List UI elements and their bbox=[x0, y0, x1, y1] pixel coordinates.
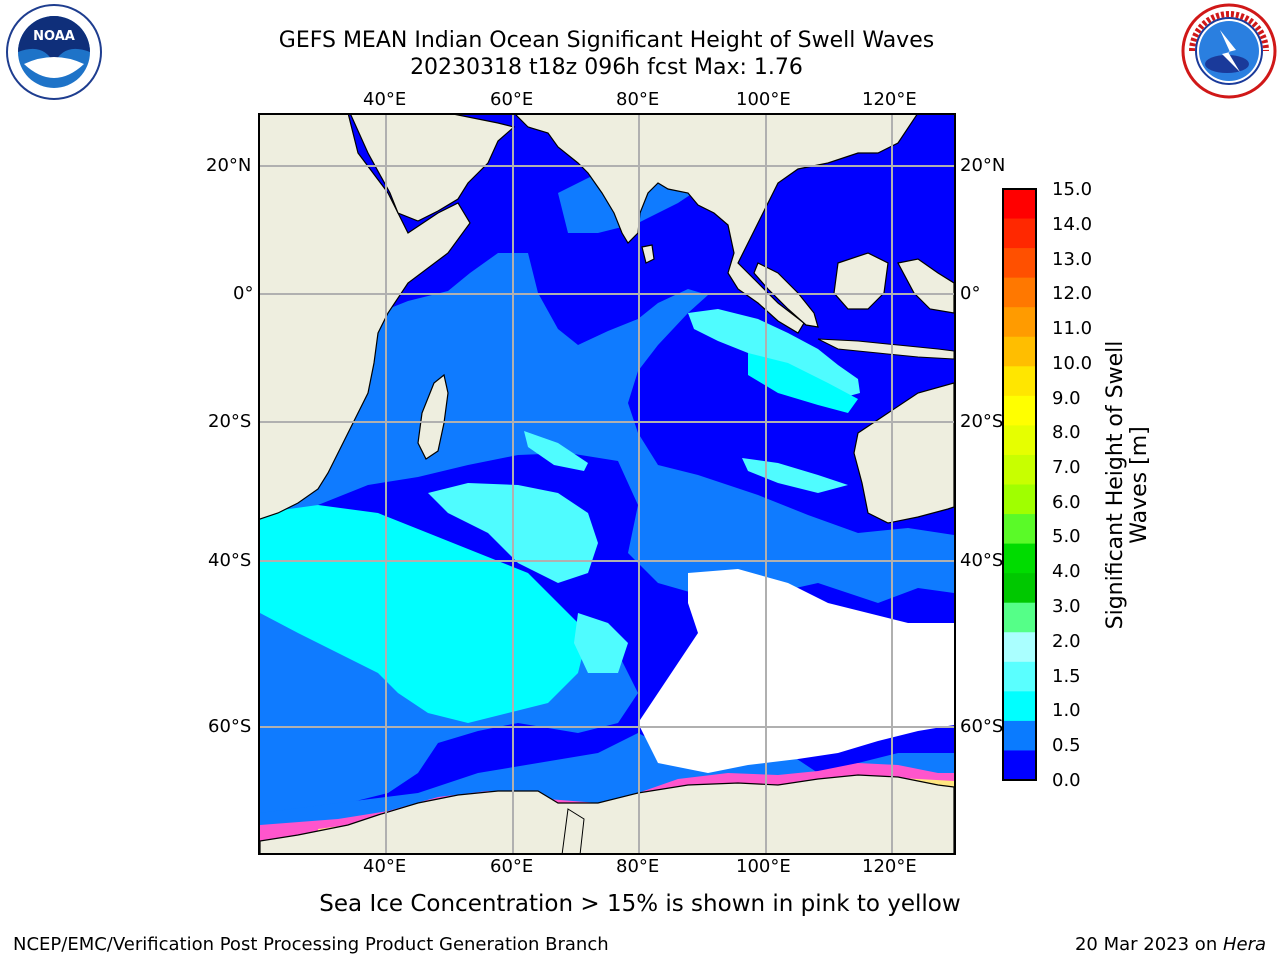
lat-label-left-20s: 20°S bbox=[208, 411, 252, 432]
colorbar-tick-14: 14.0 bbox=[1052, 214, 1093, 235]
colorbar-tick-0-5: 0.5 bbox=[1052, 735, 1081, 756]
colorbar-segment bbox=[1003, 632, 1036, 663]
colorbar-segment bbox=[1003, 691, 1036, 722]
sea-ice-note: Sea Ice Concentration > 15% is shown in … bbox=[319, 891, 961, 917]
footer-date-text: 20 Mar 2023 on bbox=[1074, 934, 1223, 955]
colorbar-tick-15: 15.0 bbox=[1052, 179, 1093, 200]
lat-label-right-20n: 20°N bbox=[960, 155, 1006, 176]
chart-title: GEFS MEAN Indian Ocean Significant Heigh… bbox=[278, 28, 935, 53]
colorbar bbox=[1002, 188, 1037, 781]
noaa-logo-text: NOAA bbox=[33, 29, 75, 44]
map-panel bbox=[258, 113, 956, 855]
colorbar-tick-13: 13.0 bbox=[1052, 249, 1093, 270]
colorbar-segment bbox=[1003, 218, 1036, 249]
sea-ice-area bbox=[638, 569, 954, 773]
colorbar-tick-2: 2.0 bbox=[1052, 631, 1081, 652]
lat-label-left-20n: 20°N bbox=[206, 155, 252, 176]
land-antarctica bbox=[260, 774, 954, 853]
lon-label-bottom-40e: 40°E bbox=[363, 856, 407, 877]
colorbar-tick-12: 12.0 bbox=[1052, 283, 1093, 304]
land-sri-lanka bbox=[641, 244, 655, 264]
lon-label-bottom-80e: 80°E bbox=[616, 856, 660, 877]
colorbar-segment bbox=[1003, 454, 1036, 485]
colorbar-tick-1-5: 1.5 bbox=[1052, 666, 1081, 687]
colorbar-tick-11: 11.0 bbox=[1052, 318, 1093, 339]
colorbar-tick-8: 8.0 bbox=[1052, 422, 1081, 443]
colorbar-segment bbox=[1003, 750, 1036, 781]
noaa-logo: NOAA bbox=[6, 4, 102, 100]
graticule bbox=[260, 115, 954, 853]
colorbar-tick-6: 6.0 bbox=[1052, 492, 1081, 513]
nws-logo bbox=[1181, 3, 1277, 99]
colorbar-tick-4: 4.0 bbox=[1052, 561, 1081, 582]
lat-label-left-60s: 60°S bbox=[208, 716, 252, 737]
colorbar-tick-7: 7.0 bbox=[1052, 457, 1081, 478]
colorbar-segment bbox=[1003, 514, 1036, 545]
colorbar-segment bbox=[1003, 720, 1036, 751]
colorbar-segment bbox=[1003, 366, 1036, 397]
colorbar-tick-10: 10.0 bbox=[1052, 353, 1093, 374]
lat-label-right-0: 0° bbox=[960, 283, 981, 304]
map-frame bbox=[258, 113, 956, 855]
colorbar-segment bbox=[1003, 189, 1036, 220]
colorbar-tick-9: 9.0 bbox=[1052, 388, 1081, 409]
colorbar-segment bbox=[1003, 484, 1036, 515]
lon-label-bottom-60e: 60°E bbox=[490, 856, 534, 877]
colorbar-segment bbox=[1003, 277, 1036, 308]
lat-label-right-20s: 20°S bbox=[960, 411, 1004, 432]
colorbar-segment bbox=[1003, 248, 1036, 279]
footer-host: Hera bbox=[1222, 934, 1266, 955]
colorbar-tick-0: 0.0 bbox=[1052, 770, 1081, 791]
colorbar-segment bbox=[1003, 661, 1036, 692]
colorbar-label: Significant Height of Swell Waves [m] bbox=[1103, 340, 1152, 630]
lon-label-bottom-120e: 120°E bbox=[862, 856, 917, 877]
swell-region-medium bbox=[260, 253, 954, 603]
colorbar-segment bbox=[1003, 573, 1036, 604]
colorbar-segment bbox=[1003, 425, 1036, 456]
lat-label-right-40s: 40°S bbox=[960, 550, 1004, 571]
footer-date: 20 Mar 2023 on Hera bbox=[1075, 934, 1266, 955]
colorbar-segment bbox=[1003, 395, 1036, 426]
lat-label-left-0: 0° bbox=[233, 283, 254, 304]
colorbar-tick-3: 3.0 bbox=[1052, 596, 1081, 617]
colorbar-segment bbox=[1003, 307, 1036, 338]
lat-label-left-40s: 40°S bbox=[208, 550, 252, 571]
lon-label-top-100e: 100°E bbox=[736, 89, 791, 110]
lon-label-top-60e: 60°E bbox=[490, 89, 534, 110]
colorbar-segment bbox=[1003, 336, 1036, 367]
lat-label-right-60s: 60°S bbox=[960, 716, 1004, 737]
lon-label-top-80e: 80°E bbox=[616, 89, 660, 110]
footer-credit: NCEP/EMC/Verification Post Processing Pr… bbox=[13, 934, 609, 955]
colorbar-segment bbox=[1003, 543, 1036, 574]
colorbar-segment bbox=[1003, 602, 1036, 633]
swell-region-high bbox=[260, 505, 588, 723]
colorbar-tick-1: 1.0 bbox=[1052, 700, 1081, 721]
lon-label-bottom-100e: 100°E bbox=[736, 856, 791, 877]
chart-subtitle: 20230318 t18z 096h fcst Max: 1.76 bbox=[410, 55, 803, 80]
lon-label-top-40e: 40°E bbox=[363, 89, 407, 110]
lon-label-top-120e: 120°E bbox=[862, 89, 917, 110]
land-arabia bbox=[350, 115, 516, 222]
colorbar-tick-5: 5.0 bbox=[1052, 526, 1081, 547]
